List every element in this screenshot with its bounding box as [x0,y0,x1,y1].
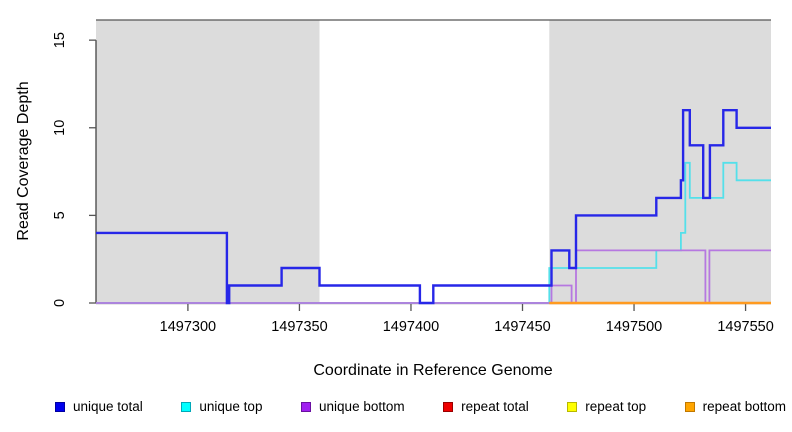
legend-label-unique-bottom: unique bottom [319,399,405,414]
legend-label-repeat-top: repeat top [585,399,647,414]
series-line-unique-total [96,109,771,305]
legend-swatch-unique-bottom [301,401,312,412]
y-tick-label: 5 [52,211,68,219]
y-tick-label: 0 [52,299,68,307]
series-line-unique-top [96,161,771,304]
legend-item-unique-bottom: unique bottom [301,399,405,414]
legend-item-repeat-bottom: repeat bottom [684,399,786,414]
legend-swatch-unique-total [55,401,65,412]
x-tick-label: 1497550 [717,319,773,335]
x-tick-label: 1497500 [606,319,662,335]
legend-swatch-repeat-total [443,401,454,412]
x-tick-label: 1497400 [383,319,439,335]
y-tick-label: 15 [52,32,68,48]
legend-label-unique-top: unique top [199,399,263,414]
series-line-unique-bottom [96,249,771,304]
legend-label-repeat-total: repeat total [461,399,529,414]
legend-label-unique-total: unique total [73,399,143,414]
x-tick-label: 1497350 [271,319,327,335]
legend-label-repeat-bottom: repeat bottom [702,399,786,414]
legend-swatch-repeat-top [567,401,578,412]
legend: unique total unique top unique bottom repea… [55,399,786,414]
legend-item-repeat-total: repeat total [443,399,529,414]
y-axis-title: Read Coverage Depth [15,81,32,241]
legend-swatch-unique-top [181,401,192,412]
x-tick-label: 1497300 [160,319,216,335]
legend-swatch-repeat-bottom [684,401,695,412]
legend-item-unique-top: unique top [181,399,262,414]
x-axis-title: Coordinate in Reference Genome [313,362,553,379]
coverage-plot: 1497300 1497350 1497400 1497450 1497500 14975… [52,19,774,335]
y-tick-label: 10 [52,120,68,136]
legend-item-unique-total: unique total [55,399,143,414]
legend-item-repeat-top: repeat top [567,399,646,414]
shaded-region [549,20,771,303]
x-tick-label: 1497450 [494,319,550,335]
shaded-region [96,20,320,303]
